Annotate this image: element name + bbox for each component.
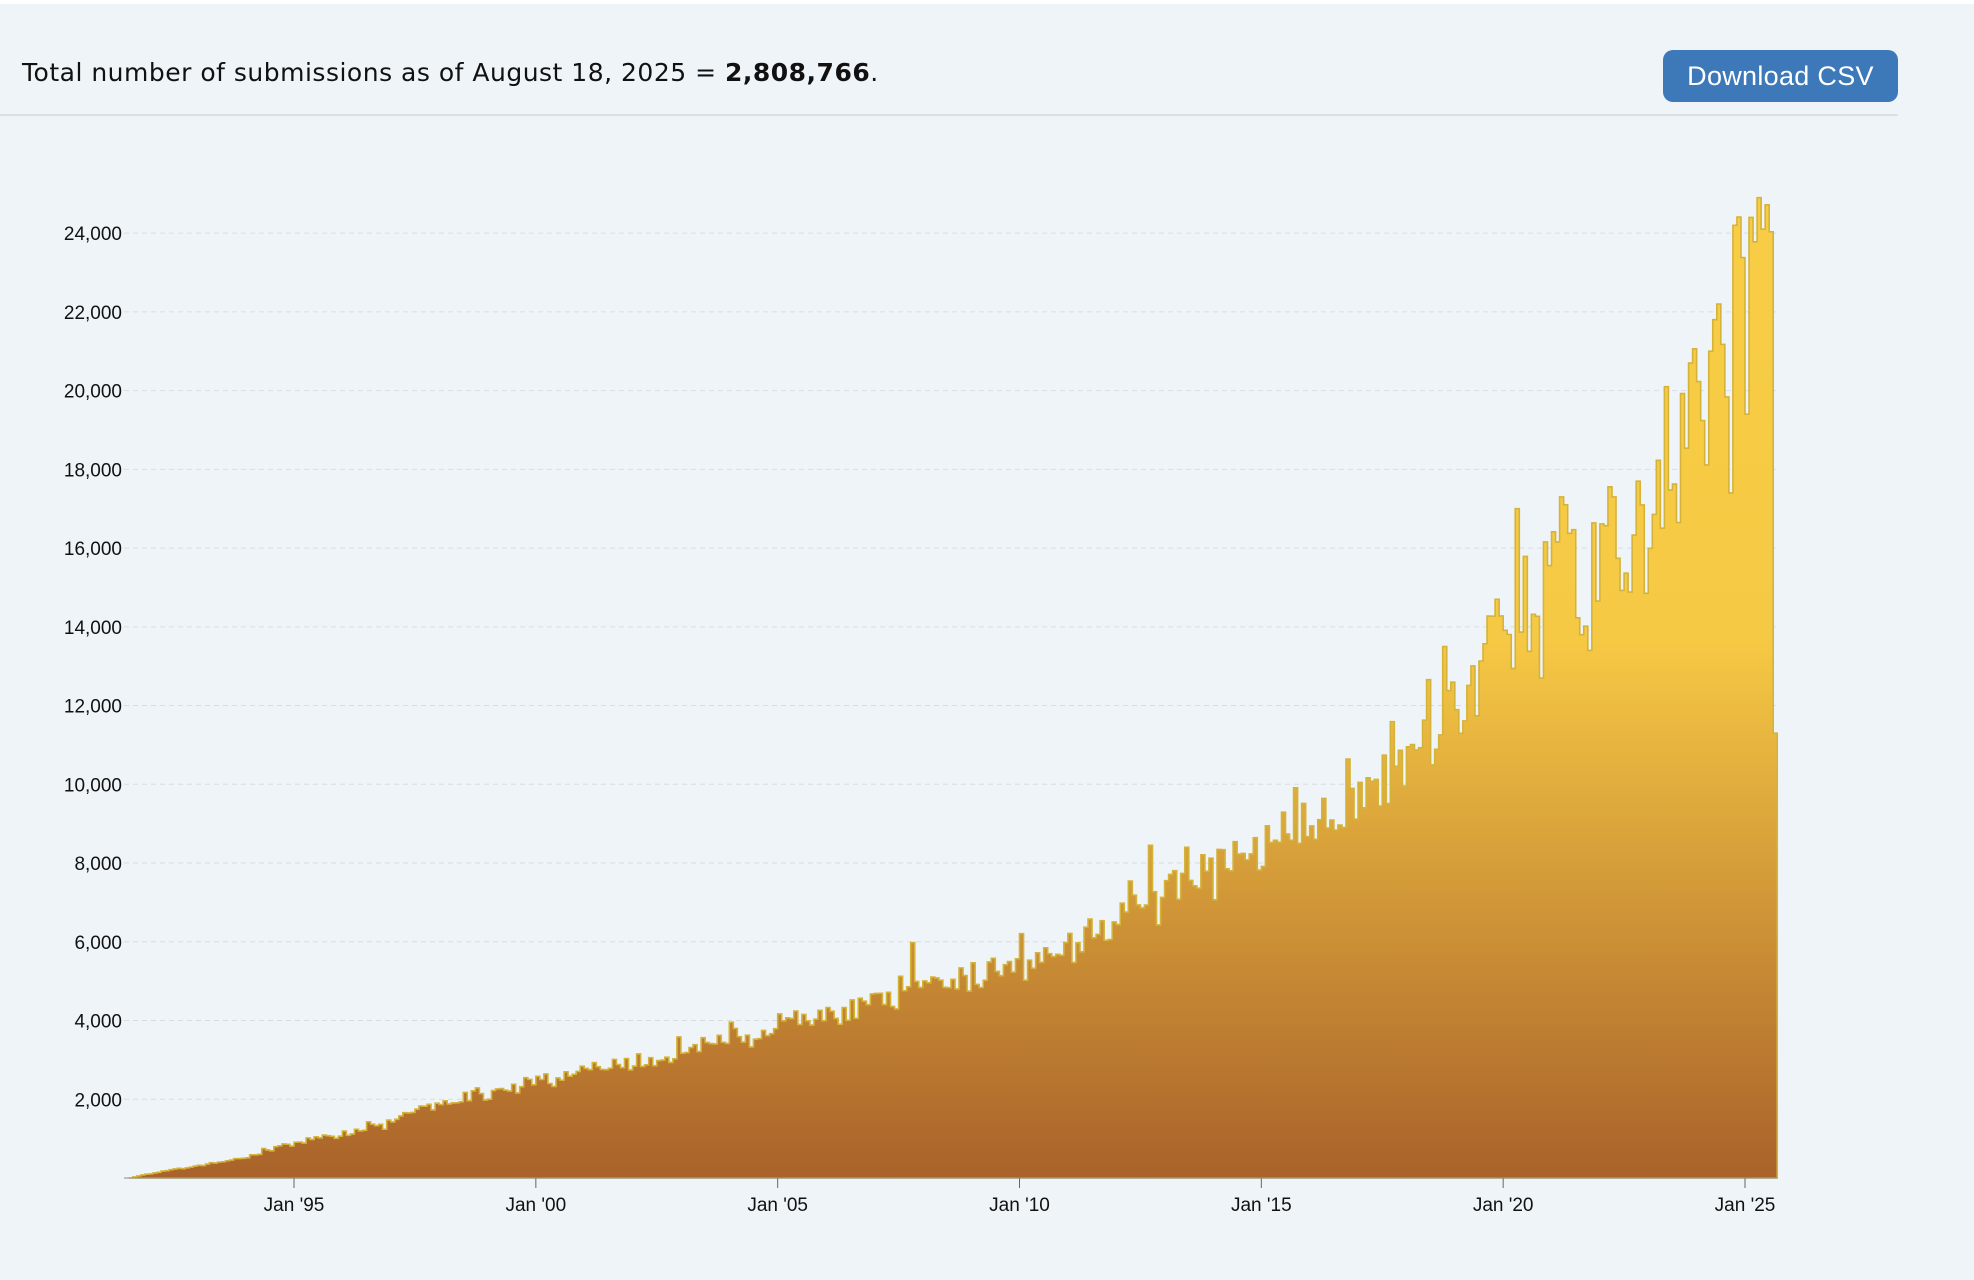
y-tick-label: 14,000	[64, 618, 122, 639]
x-axis: Jan '95 Jan '00 Jan '05 Jan '10 Jan '15 Jan '…	[124, 1177, 1778, 1216]
download-csv-button[interactable]: Download CSV	[1663, 50, 1898, 102]
summary-prefix: Total number of submissions as of August…	[22, 58, 725, 87]
submission-summary: Total number of submissions as of August…	[22, 58, 879, 87]
summary-total: 2,808,766	[724, 58, 871, 87]
summary-header: Total number of submissions as of August…	[0, 0, 1898, 116]
y-tick-label: 24,000	[64, 224, 122, 245]
x-tick-label: Jan '20	[1473, 1195, 1534, 1216]
x-tick-label: Jan '10	[989, 1195, 1050, 1216]
x-tick-label: Jan '05	[747, 1195, 808, 1216]
summary-suffix: .	[870, 58, 879, 87]
y-tick-label: 12,000	[64, 697, 122, 718]
y-tick-label: 10,000	[64, 775, 122, 796]
area-series	[128, 196, 1779, 1179]
y-tick-label: 22,000	[64, 303, 122, 324]
y-tick-label: 18,000	[64, 460, 122, 481]
y-tick-label: 6,000	[74, 933, 122, 954]
y-tick-label: 8,000	[74, 854, 122, 875]
x-tick-label: Jan '15	[1231, 1195, 1292, 1216]
submissions-area	[128, 196, 1779, 1179]
top-strip	[0, 0, 1974, 4]
y-tick-label: 2,000	[74, 1090, 122, 1111]
x-tick-label: Jan '00	[505, 1195, 566, 1216]
x-tick-label: Jan '25	[1715, 1195, 1776, 1216]
y-axis: 2,000 4,000 6,000 8,000 10,000 12,000 14,000 16…	[64, 224, 122, 1111]
x-tick-label: Jan '95	[264, 1195, 325, 1216]
y-tick-label: 16,000	[64, 539, 122, 560]
y-tick-label: 20,000	[64, 382, 122, 403]
y-tick-label: 4,000	[74, 1012, 122, 1033]
